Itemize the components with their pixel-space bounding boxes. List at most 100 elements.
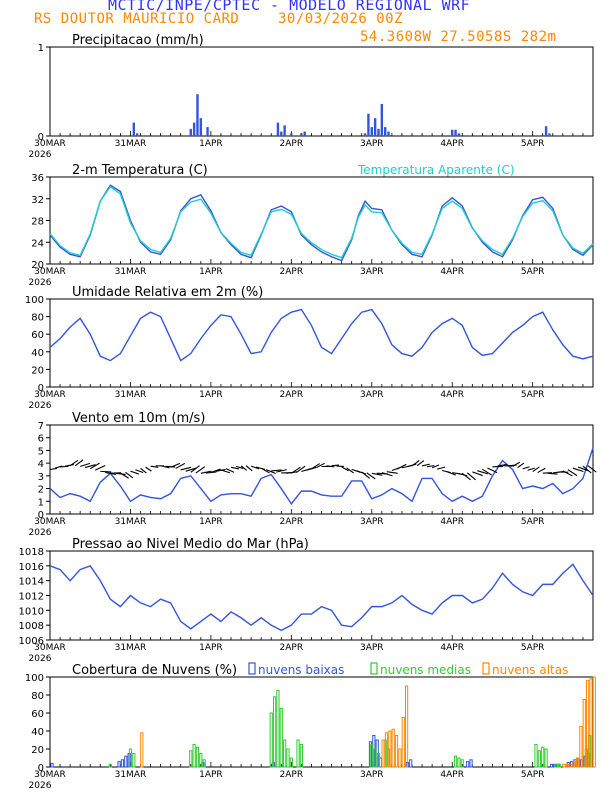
xtick-label-rh: 30MAR — [34, 390, 66, 400]
precip-bar — [544, 126, 548, 136]
panel-frame-rh — [49, 298, 594, 388]
ytick-label-clouds: 60 — [31, 709, 44, 720]
cloud-bar-2 — [572, 762, 576, 768]
wind-vector — [461, 472, 471, 481]
header-run-date: 30/03/2026 00Z — [278, 11, 404, 27]
ytick-label-pres: 1006 — [19, 636, 44, 647]
precip-bar — [290, 133, 293, 136]
wind-vector — [60, 465, 69, 468]
precip-bar — [192, 122, 196, 136]
cloud-bar-2 — [565, 763, 570, 768]
xtick-label-wind: 4APR — [440, 517, 464, 527]
wind-vector — [562, 470, 573, 477]
wind-vector — [577, 466, 589, 472]
year-label-temp: 2026 — [29, 278, 52, 288]
ytick-label-rh: 60 — [31, 330, 44, 341]
wind-vector — [170, 462, 181, 468]
wind-vector — [130, 470, 139, 475]
precip-bar — [303, 131, 306, 136]
wind-vector — [100, 470, 112, 473]
wind-vector — [517, 462, 525, 469]
cloud-bar-1 — [128, 748, 133, 768]
ytick-label-wind: 3 — [38, 472, 44, 483]
xtick-label-wind: 3APR — [360, 517, 384, 527]
year-label-rh: 2026 — [29, 401, 52, 411]
wind-vector — [371, 472, 383, 476]
wind-vector — [522, 466, 530, 470]
ytick-label-pres: 1008 — [19, 621, 44, 632]
precip-bar — [457, 133, 461, 136]
cloud-bar-2 — [404, 685, 409, 768]
wind-vector — [64, 464, 74, 467]
cloud-bar-2 — [394, 735, 399, 768]
series-line-pres-0 — [49, 563, 594, 632]
wind-vector — [185, 467, 197, 472]
xtick-label-wind: 5APR — [521, 517, 545, 527]
xtick-label-temp: 30MAR — [34, 267, 66, 277]
year-label-wind: 2026 — [29, 528, 52, 538]
wind-vector — [306, 466, 317, 471]
cloud-bar-2 — [585, 680, 590, 768]
wind-vector — [547, 472, 558, 475]
wind-vector — [396, 463, 407, 470]
xtick-label-precip: 30MAR — [34, 139, 66, 149]
wind-vector — [235, 465, 244, 469]
wind-vector — [115, 472, 126, 475]
xtick-label-clouds: 31MAR — [115, 770, 147, 780]
wind-vector — [265, 469, 276, 474]
cloud-bar-2 — [391, 728, 395, 768]
xtick-label-temp: 3APR — [360, 267, 384, 277]
wind-vector — [316, 462, 325, 469]
ytick-label-pres: 1010 — [19, 606, 44, 617]
wind-vector — [210, 468, 221, 473]
ytick-label-precip: 0 — [38, 132, 44, 143]
wind-vector — [411, 459, 420, 467]
xtick-label-wind: 31MAR — [115, 517, 147, 527]
wind-vector — [160, 465, 170, 469]
precip-bar — [454, 129, 457, 136]
cloud-bar-2 — [384, 732, 389, 768]
cloud-bar-1 — [453, 755, 458, 768]
wind-vector — [361, 471, 370, 479]
cloud-bar-0 — [124, 755, 128, 768]
cloud-bar-0 — [549, 763, 554, 768]
wind-vector — [466, 472, 476, 481]
xtick-label-rh: 4APR — [440, 390, 464, 400]
wind-vector — [291, 466, 301, 474]
cloud-bar-2 — [562, 763, 566, 768]
cloud-bar-1 — [544, 748, 548, 768]
xtick-label-pres: 31MAR — [115, 643, 147, 653]
wind-vector — [276, 469, 287, 473]
cloud-bar-1 — [537, 750, 541, 768]
wind-vector — [437, 466, 446, 470]
wind-vector — [80, 462, 91, 467]
wind-vector — [215, 468, 226, 472]
panel-frame-temp — [49, 176, 594, 265]
panel-title-pres: Pressao ao Nivel Medio do Mar (hPa) — [72, 537, 309, 552]
precip-bar — [387, 131, 390, 136]
ytick-label-temp: 28 — [31, 217, 44, 228]
xtick-label-temp: 5APR — [521, 267, 545, 277]
year-label-precip: 2026 — [29, 150, 52, 160]
wind-vector — [296, 465, 306, 473]
wind-vector — [250, 465, 260, 470]
wind-vector — [497, 463, 508, 467]
ytick-label-pres: 1018 — [19, 547, 44, 558]
cloud-bar-2 — [140, 732, 144, 768]
wind-vector — [180, 466, 192, 471]
panel-title-clouds: Cobertura de Nuvens (%) — [72, 663, 237, 678]
cloud-bar-1 — [192, 744, 196, 768]
wind-vector — [195, 466, 206, 474]
wind-vector — [49, 467, 58, 471]
precip-bar — [189, 128, 192, 136]
ytick-label-wind: 1 — [38, 497, 44, 508]
cloud-bar-0 — [466, 761, 470, 768]
wind-vector — [165, 465, 176, 468]
ytick-label-clouds: 20 — [31, 745, 44, 756]
wind-vector — [331, 464, 339, 467]
panel-title-wind: Vento em 10m (m/s) — [72, 411, 205, 426]
cloud-bar-1 — [202, 759, 206, 768]
wind-vector — [472, 471, 483, 477]
wind-vector — [527, 467, 535, 471]
cloud-bar-0 — [50, 762, 54, 768]
